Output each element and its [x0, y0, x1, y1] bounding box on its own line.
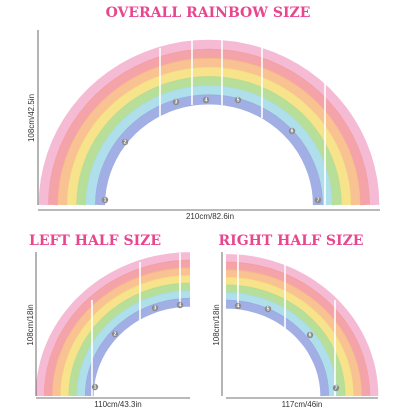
marker-number: 1: [104, 197, 107, 203]
rainbow-band: [52, 267, 191, 397]
marker-dot: [151, 304, 159, 312]
marker-number: 2: [114, 331, 117, 337]
marker-number: 4: [179, 302, 182, 308]
rainbow-band: [66, 66, 352, 206]
marker-dot: [306, 331, 314, 339]
right-width: 117cm/46in: [282, 400, 323, 409]
rainbow-band: [225, 276, 354, 397]
rainbow-band: [76, 76, 342, 206]
marker-number: 3: [175, 99, 178, 105]
left-title: LEFT HALF SIZE: [29, 233, 161, 249]
marker-number: 6: [291, 128, 294, 134]
marker-number: 1: [94, 384, 97, 390]
rainbow-band: [38, 39, 380, 206]
markers: 1 2 3 4 5 6 7 1 2 3 4 4 5 6 7: [91, 96, 340, 392]
right-height: 108cm/18in: [212, 304, 221, 345]
marker-dot: [111, 330, 119, 338]
overall-title: OVERALL RAINBOW SIZE: [106, 5, 311, 21]
rainbow-band: [225, 292, 338, 397]
rainbow-band: [76, 290, 191, 397]
marker-dot: [121, 138, 129, 146]
rainbow-band: [225, 269, 362, 397]
left-width: 110cm/43.3in: [94, 400, 141, 409]
rainbow-band: [57, 57, 361, 206]
marker-dot: [176, 301, 184, 309]
rainbow-band: [85, 85, 333, 206]
marker-dot: [91, 383, 99, 391]
marker-dot: [234, 96, 242, 104]
left-height: 108cm/18in: [26, 304, 35, 345]
marker-dot: [234, 302, 242, 310]
rainbow-band: [43, 259, 191, 397]
rainbow-band: [35, 252, 191, 397]
marker-number: 2: [124, 139, 127, 145]
rainbow-band: [225, 299, 330, 397]
marker-dot: [314, 196, 322, 204]
rainbow-band: [226, 284, 346, 397]
rainbow-band: [48, 48, 370, 206]
marker-number: 5: [267, 306, 270, 312]
overall-width: 210cm/82.6in: [186, 212, 234, 221]
marker-number: 7: [335, 385, 338, 391]
marker-dot: [101, 196, 109, 204]
right-title: RIGHT HALF SIZE: [219, 233, 364, 249]
marker-dot: [332, 384, 340, 392]
marker-dot: [202, 96, 210, 104]
marker-dot: [288, 127, 296, 135]
marker-number: 6: [309, 332, 312, 338]
marker-number: 7: [317, 197, 320, 203]
rainbow-band: [60, 275, 191, 397]
marker-number: 5: [237, 97, 240, 103]
overall-height: 108cm/42.5in: [27, 94, 36, 142]
marker-dot: [264, 305, 272, 313]
dividers: [91, 36, 336, 396]
rainbow-band: [225, 261, 371, 397]
marker-number: 4: [205, 97, 208, 103]
dimension-lines: [35, 30, 380, 399]
marker-number: 3: [154, 305, 157, 311]
rainbow-band: [225, 254, 379, 397]
rainbow-band: [68, 282, 191, 397]
rainbows: [35, 39, 380, 397]
marker-number: 4: [237, 303, 240, 309]
marker-dot: [172, 98, 180, 106]
